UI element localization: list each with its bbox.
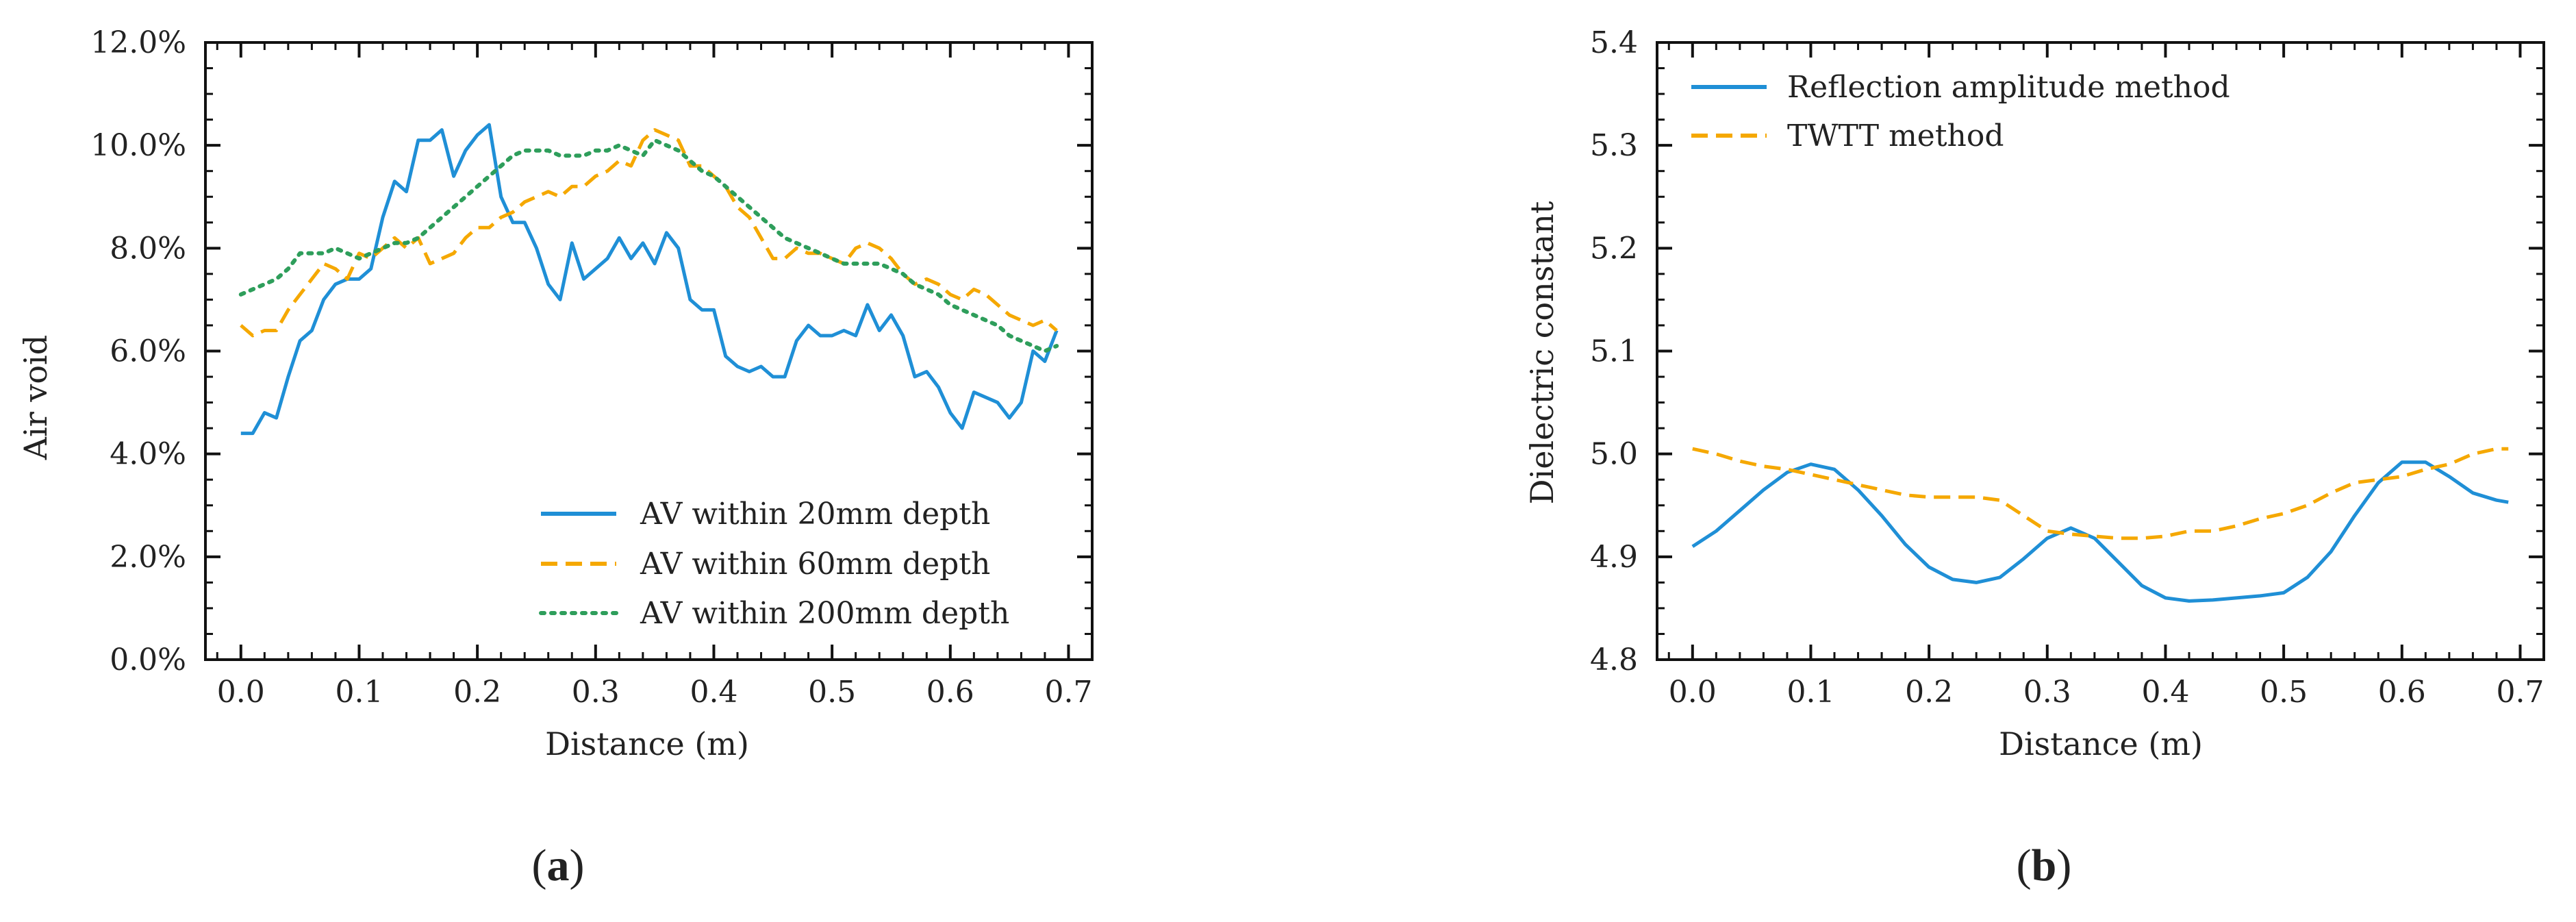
series-line-twtt-method	[1692, 447, 2509, 540]
legend-frame	[527, 479, 1075, 644]
x-tick-label: 0.3	[572, 675, 620, 710]
y-tick-label: 6.0%	[110, 334, 186, 369]
legend-label-reflection: Reflection amplitude method	[1787, 70, 2230, 105]
x-tick-label: 0.7	[2496, 675, 2544, 710]
series-line-av-within-60mm-depth	[240, 128, 1058, 338]
legend: Reflection amplitude method TWTT method	[1691, 70, 2230, 153]
series-line-av-within-20mm-depth	[240, 123, 1059, 436]
y-tick-label: 4.9	[1590, 540, 1638, 575]
x-tick-label: 0.1	[335, 675, 383, 710]
y-tick-label: 2.0%	[110, 540, 186, 575]
x-tick-label: 0.5	[2260, 675, 2308, 710]
y-tick-label: 4.0%	[110, 437, 186, 472]
x-tick-label: 0.2	[1905, 675, 1953, 710]
x-axis-label: Distance (m)	[545, 725, 749, 762]
x-tick-label: 0.6	[926, 675, 974, 710]
panel-label-b: (b)	[2017, 840, 2072, 890]
x-axis-label: Distance (m)	[1999, 725, 2203, 762]
x-tick-label: 0.5	[808, 675, 856, 710]
x-tick-label: 0.0	[217, 675, 265, 710]
y-tick-label: 12.0%	[90, 25, 186, 60]
y-tick-label: 5.2	[1590, 231, 1638, 266]
x-tick-label: 0.4	[690, 675, 737, 710]
series-line-reflection-amplitude-method	[1691, 460, 2509, 603]
y-tick-label: 4.8	[1590, 643, 1638, 677]
legend-label-twtt: TWTT method	[1787, 119, 2004, 153]
y-tick-label: 5.1	[1590, 334, 1638, 369]
y-tick-label: 5.0	[1590, 437, 1638, 472]
y-tick-label: 0.0%	[110, 643, 186, 677]
y-tick-label: 8.0%	[110, 231, 186, 266]
panel-label-a: (a)	[532, 840, 585, 890]
legend: AV within 20mm depth AV within 60mm dept…	[527, 479, 1075, 644]
y-tick-label: 5.4	[1590, 25, 1638, 60]
legend-label-av-20mm: AV within 20mm depth	[640, 497, 990, 532]
x-tick-label: 0.2	[453, 675, 501, 710]
legend-label-av-200mm: AV within 200mm depth	[640, 596, 1009, 631]
panel-a-air-void-chart: 0.0 0.1 0.2 0.3 0.4 0.5 0.6 0.7 0.0% 2.0% 4.0% 6.0%…	[17, 25, 1094, 890]
y-axis-label: Dielectric constant	[1524, 201, 1561, 504]
x-tick-label: 0.4	[2141, 675, 2189, 710]
x-tick-label: 0.3	[2023, 675, 2071, 710]
series-line-av-within-200mm-depth	[238, 138, 1059, 353]
y-tick-label: 5.3	[1590, 128, 1638, 163]
x-tick-label: 0.6	[2378, 675, 2426, 710]
legend-label-av-60mm: AV within 60mm depth	[640, 547, 990, 582]
y-axis-label: Air void	[17, 335, 54, 460]
x-tick-label: 0.7	[1044, 675, 1092, 710]
x-tick-label: 0.0	[1669, 675, 1717, 710]
panel-b-dielectric-chart: 0.0 0.1 0.2 0.3 0.4 0.5 0.6 0.7 4.8 4.9 5.0 5.1 5.2 5…	[1524, 25, 2545, 890]
y-tick-label: 10.0%	[90, 128, 186, 163]
x-tick-label: 0.1	[1786, 675, 1834, 710]
